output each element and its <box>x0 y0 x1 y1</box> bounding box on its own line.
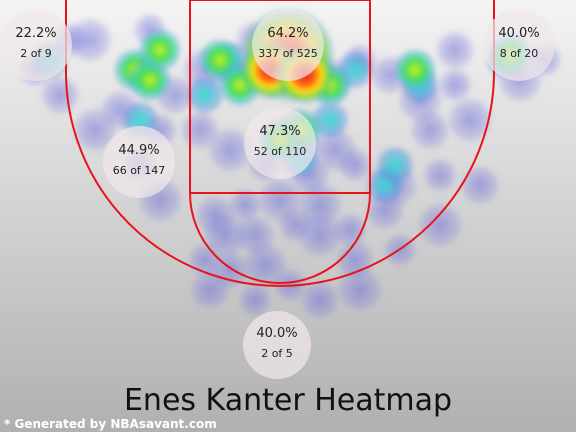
zone-circle <box>243 311 311 379</box>
zone-left-mid-range: 44.9% 66 of 147 <box>103 126 175 198</box>
heat-blob-low <box>459 164 501 206</box>
zone-percentage: 40.0% <box>256 326 297 341</box>
zone-attempts: 66 of 147 <box>113 164 166 177</box>
paint-box <box>189 0 371 194</box>
heat-blob-low <box>437 67 473 103</box>
zone-circle <box>0 9 72 81</box>
zone-above-break-3: 40.0% 2 of 5 <box>243 311 311 379</box>
heat-blob-mid-low <box>375 145 415 185</box>
zone-attempts: 8 of 20 <box>500 47 539 60</box>
zone-circle <box>103 126 175 198</box>
heat-blob-mid <box>138 28 182 72</box>
zone-percentage: 47.3% <box>259 124 300 139</box>
credit-text: * Generated by NBAsavant.com <box>4 417 217 431</box>
heat-blob-mid <box>393 48 437 92</box>
zone-circle <box>244 107 316 179</box>
heat-blob-low <box>416 201 464 249</box>
heat-blob-low <box>71 106 119 154</box>
court-lines <box>65 0 495 287</box>
heat-blob-low <box>422 157 458 193</box>
zone-attempts: 337 of 525 <box>258 47 318 60</box>
three-point-line <box>65 0 495 287</box>
heat-blob-low <box>189 269 231 311</box>
zone-right-corner-3: 40.0% 8 of 20 <box>483 9 555 81</box>
heat-blob-low <box>277 207 313 243</box>
zone-left-corner-3: 22.2% 2 of 9 <box>0 9 72 81</box>
zone-restricted-area: 64.2% 337 of 525 <box>252 9 324 81</box>
heat-blob-low <box>39 74 81 116</box>
heat-blob-low <box>237 282 273 318</box>
zone-percentage: 44.9% <box>118 143 159 158</box>
heat-blob-low <box>409 109 451 151</box>
heat-blob-low <box>337 147 373 183</box>
heat-blob-mid-low <box>185 75 225 115</box>
zone-percentage: 64.2% <box>267 26 308 41</box>
zone-attempts: 2 of 9 <box>20 47 52 60</box>
zone-attempts: 52 of 110 <box>254 145 307 158</box>
heat-blob-low <box>446 96 494 144</box>
zone-labels: 22.2% 2 of 9 64.2% 337 of 525 40.0% 8 of 20 44… <box>0 9 555 379</box>
zone-circle <box>252 9 324 81</box>
chart-title: Enes Kanter Heatmap <box>124 383 452 418</box>
heat-blob-low <box>434 29 476 71</box>
zone-circle <box>483 9 555 81</box>
zone-percentage: 22.2% <box>15 26 56 41</box>
heat-blob-low <box>299 279 341 321</box>
free-throw-circle <box>189 192 371 284</box>
zone-attempts: 2 of 5 <box>261 347 293 360</box>
heat-blob-low <box>206 126 254 174</box>
zone-percentage: 40.0% <box>498 26 539 41</box>
heat-blob-low <box>336 266 384 314</box>
zone-paint-non-ra: 47.3% 52 of 110 <box>244 107 316 179</box>
